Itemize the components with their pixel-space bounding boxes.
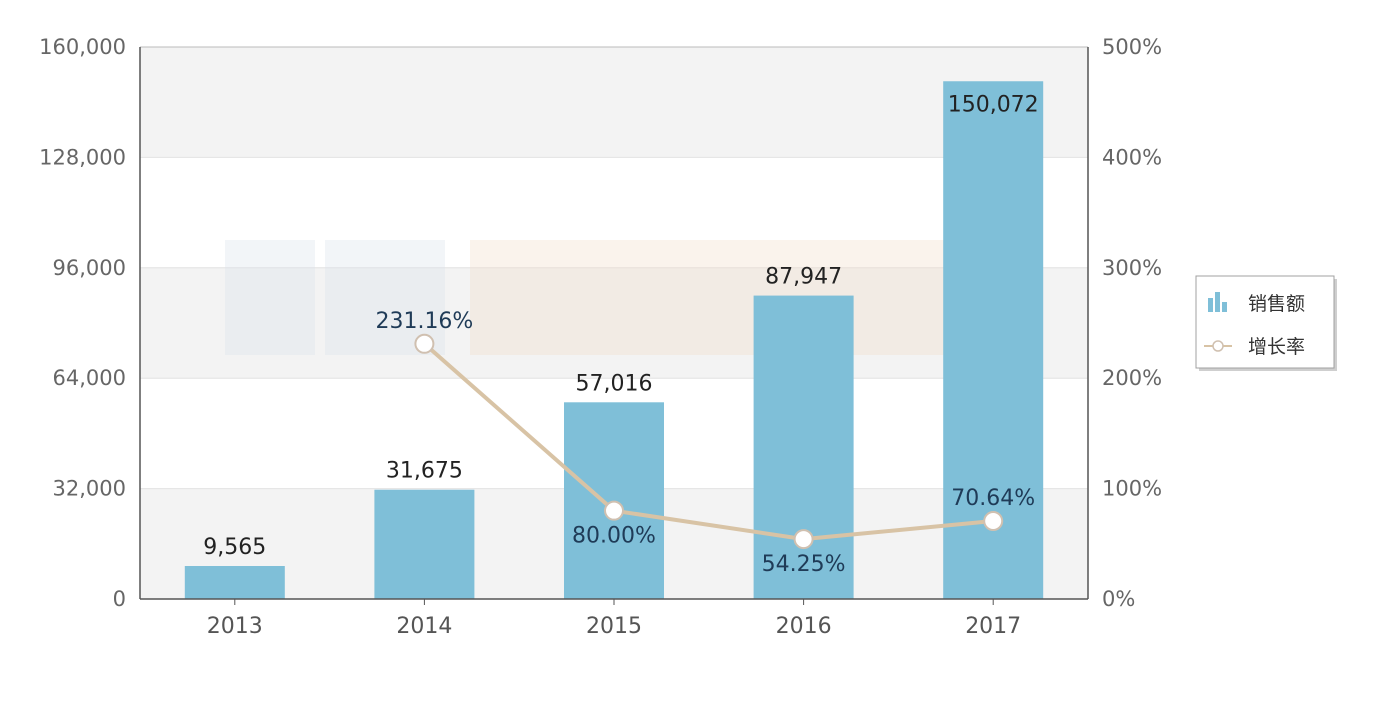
right-axis-ticks: 0% 100% 200% 300% 400% 500%	[1102, 35, 1162, 611]
legend-label-sales: 销售额	[1248, 293, 1305, 315]
left-tick-label: 32,000	[53, 477, 126, 501]
bar-label-2016: 87,947	[765, 265, 842, 290]
left-tick-label: 128,000	[39, 145, 126, 169]
band	[140, 267, 1088, 379]
right-tick-label: 500%	[1102, 35, 1162, 59]
right-tick-label: 100%	[1102, 477, 1162, 501]
bar-data-labels: 9,565 31,675 57,016 87,947 150,072	[203, 92, 1038, 560]
left-tick-label: 160,000	[39, 35, 126, 59]
right-tick-label: 400%	[1102, 145, 1162, 169]
legend-box	[1195, 275, 1335, 369]
x-tick-label-2017: 2017	[965, 614, 1021, 639]
rate-point-2015	[604, 500, 624, 521]
band	[140, 47, 1088, 158]
right-tick-label: 300%	[1102, 256, 1162, 280]
line-data-labels: 231.16% 80.00% 54.25% 70.64%	[375, 309, 1035, 577]
left-tick-label: 96,000	[53, 256, 126, 280]
rate-point-2014	[414, 333, 435, 354]
bar-2015	[564, 402, 664, 599]
bar-label-2014: 31,675	[386, 459, 463, 484]
x-axis-ticks: 2013 2014 2015 2016 2017	[207, 599, 1021, 639]
legend-label-growth: 增长率	[1248, 336, 1305, 358]
rate-point-2016	[793, 529, 814, 550]
left-tick-label: 0	[113, 587, 126, 611]
line-series	[414, 333, 1004, 550]
line-swatch-part	[1212, 340, 1224, 352]
bar-2013	[184, 566, 285, 599]
bar-swatch-part	[1208, 298, 1213, 312]
x-tick-label-2016: 2016	[776, 614, 832, 639]
rate-label-2015: 80.00%	[572, 524, 656, 549]
rate-point-2017	[983, 511, 1004, 532]
right-tick-label: 0%	[1102, 587, 1135, 611]
bar-2014	[374, 489, 475, 599]
bar-swatch-part	[1215, 292, 1220, 312]
rate-label-2017: 70.64%	[951, 486, 1035, 511]
bar-label-2017: 150,072	[948, 92, 1039, 117]
watermark-logo	[225, 240, 1030, 355]
right-tick-label: 200%	[1102, 366, 1162, 390]
left-axis-ticks: 0 32,000 64,000 96,000 128,000 160,000	[39, 35, 126, 611]
line-swatch-icon	[1204, 340, 1232, 352]
bar-label-2015: 57,016	[576, 371, 653, 396]
x-tick-label-2013: 2013	[207, 614, 263, 639]
left-tick-label: 64,000	[53, 366, 126, 390]
x-tick-label-2015: 2015	[586, 614, 642, 639]
rate-label-2016: 54.25%	[762, 552, 846, 577]
x-tick-label-2014: 2014	[396, 614, 452, 639]
rate-label-2014: 231.16%	[375, 309, 473, 334]
bar-swatch-part	[1222, 302, 1227, 312]
growth-rate-line	[423, 342, 994, 542]
bar-label-2013: 9,565	[203, 535, 266, 560]
bar-swatch-icon	[1208, 292, 1227, 312]
